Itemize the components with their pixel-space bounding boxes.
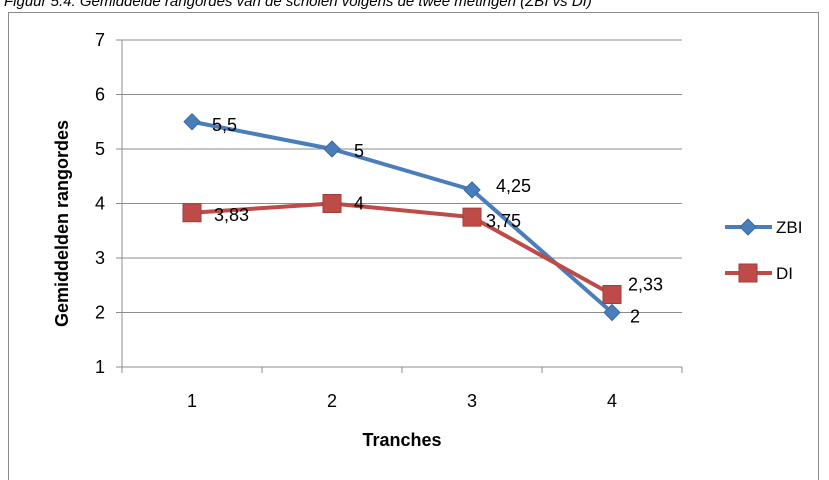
y-tick-label: 6 [95,85,105,105]
data-point-di [182,203,202,223]
figure-caption: Figuur 5.4: Gemiddelde rangordes van de … [4,0,592,10]
x-tick-label: 2 [327,391,337,411]
y-tick-label: 1 [95,357,105,377]
chart-frame [8,12,819,480]
data-label-zbi: 5,5 [212,115,237,135]
data-point-zbi [183,113,201,131]
data-label-di: 3,83 [214,205,249,225]
axes [116,39,683,373]
y-tick-label: 5 [95,139,105,159]
legend-label: ZBI [776,218,802,237]
data-label-di: 4 [354,194,364,214]
data-labels: 5,5 5 4,25 2 3,83 4 3,75 2,33 [212,115,663,327]
legend: ZBI DI [725,218,802,283]
x-tick-labels: 1 2 3 4 [187,391,617,411]
y-axis-title: Gemiddelden rangordes [52,120,72,327]
data-point-di [602,285,622,305]
legend-item-di: DI [725,263,793,283]
legend-label: DI [776,264,793,283]
series-line-zbi [191,119,614,315]
data-label-zbi: 4,25 [496,176,531,196]
data-point-zbi [463,181,481,199]
y-tick-label: 7 [95,30,105,50]
data-label-zbi: 2 [630,307,640,327]
data-point-di [322,194,342,213]
series-line-di [191,201,613,297]
series-layer [182,113,622,322]
x-tick-label: 1 [187,391,197,411]
legend-marker [738,263,758,283]
y-tick-label: 2 [95,303,105,323]
data-label-zbi: 5 [354,141,364,161]
legend-marker [739,218,757,236]
legend-item-zbi: ZBI [725,218,802,237]
data-label-di: 3,75 [486,211,521,231]
data-point-di [462,207,482,227]
y-tick-labels: 1 2 3 4 5 6 7 [95,30,105,377]
data-point-zbi [323,140,341,158]
data-point-zbi [603,303,621,322]
y-tick-label: 4 [95,194,105,214]
x-tick-label: 4 [607,391,617,411]
x-tick-label: 3 [467,391,477,411]
gridlines [122,39,682,313]
x-axis-title: Tranches [362,430,441,450]
data-label-di: 2,33 [628,275,663,295]
y-tick-label: 3 [95,248,105,268]
